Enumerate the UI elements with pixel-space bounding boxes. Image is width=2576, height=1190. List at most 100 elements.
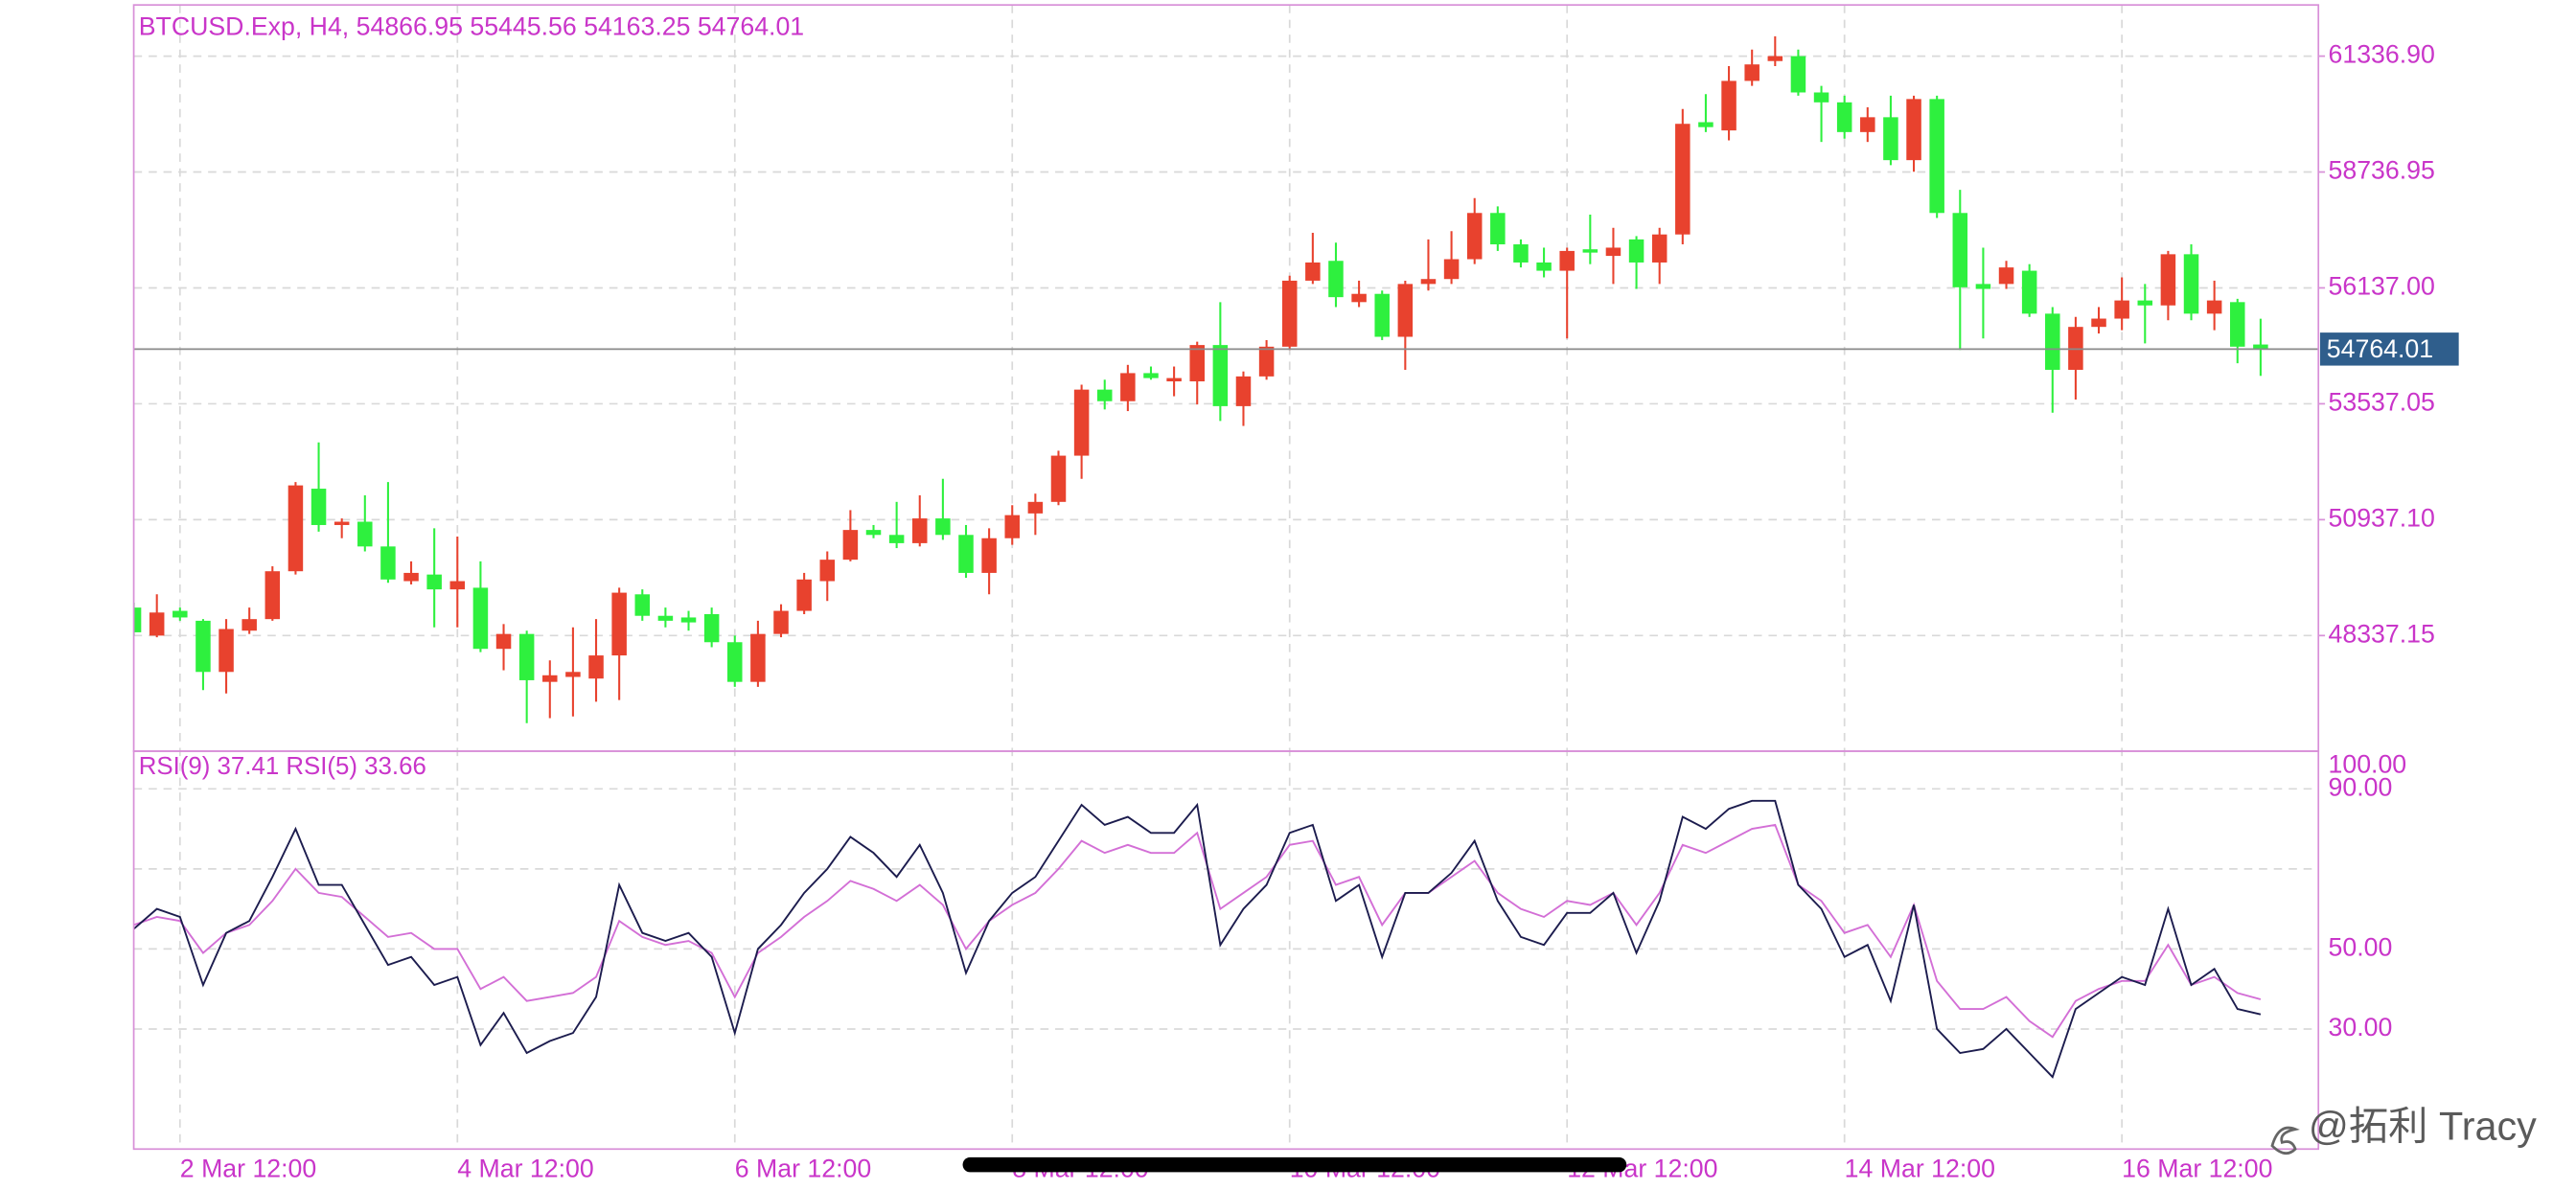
candle-body [1212, 345, 1229, 406]
candle-body [426, 574, 442, 590]
candle-body [2021, 270, 2037, 314]
x-tick-label: 2 Mar 12:00 [180, 1155, 316, 1183]
candle-body [2253, 344, 2268, 350]
candle-body [149, 612, 165, 636]
candle-body [1767, 56, 1783, 61]
candle-body [680, 617, 697, 623]
y-tick-label: 50.00 [2329, 932, 2393, 961]
home-indicator [962, 1156, 1627, 1173]
y-tick-label: 100.00 [2329, 750, 2407, 779]
candle-body [842, 530, 859, 561]
candle-body [2045, 313, 2060, 370]
watermark-logo [2270, 1126, 2300, 1156]
candle-body [1420, 279, 1437, 285]
candle-body [518, 633, 535, 680]
candle-body [1998, 267, 2014, 285]
candle-body [1559, 250, 1575, 271]
rsi-line [133, 823, 2262, 1039]
candles [133, 35, 2268, 723]
candle-body [242, 619, 257, 631]
candle-body [1513, 244, 1529, 263]
candle-body [1651, 234, 1668, 263]
candle-body [449, 581, 466, 590]
candle-body [1698, 122, 1714, 127]
candle-body [1675, 124, 1690, 235]
candle-body [1004, 515, 1020, 538]
candle-body [1143, 373, 1159, 378]
y-tick-label: 56137.00 [2329, 272, 2435, 301]
last-close: 54764.01 [698, 11, 804, 40]
y-tick-label: 61336.90 [2329, 40, 2435, 69]
candle-body [796, 579, 812, 611]
candle-body [472, 587, 489, 650]
candle-body [380, 546, 396, 580]
main-header: BTCUSD.Exp, H4, 54866.95 55445.56 54163.… [139, 11, 804, 40]
y-tick-label: 30.00 [2329, 1013, 2393, 1041]
candle-body [1096, 389, 1113, 401]
candle-body [310, 489, 327, 525]
candle-body [865, 530, 882, 536]
x-tick-label: 6 Mar 12:00 [735, 1155, 871, 1183]
candle-body [2160, 254, 2176, 306]
candle-body [1929, 99, 1944, 214]
candle-body [1952, 213, 1968, 287]
candle-body [264, 571, 281, 620]
candle-body [819, 560, 836, 582]
candle-body [1790, 56, 1806, 93]
x-tick-label: 16 Mar 12:00 [2122, 1155, 2272, 1183]
candle-body [1281, 280, 1298, 347]
candle-body [1883, 117, 1898, 161]
candle-body [1351, 293, 1367, 303]
candle-body [133, 607, 142, 632]
plot-area: 2 Mar 12:004 Mar 12:006 Mar 12:008 Mar 1… [133, 5, 2459, 1183]
candle-body [657, 615, 674, 621]
candle-body [1050, 455, 1067, 502]
candle-body [750, 633, 766, 682]
watermark: @拓利 Tracy [2309, 1105, 2537, 1149]
candle-body [1189, 345, 1205, 382]
candle-body [634, 594, 651, 616]
candle-body [2230, 302, 2245, 347]
y-tick-label: 58736.95 [2329, 156, 2435, 185]
last-high: 55445.56 [470, 11, 576, 40]
candle-body [1721, 80, 1736, 131]
candle-body [1166, 378, 1182, 382]
candle-body [1235, 376, 1252, 406]
candle-body [1906, 99, 1921, 161]
candle-body [1490, 213, 1506, 245]
candle-body [542, 675, 558, 682]
y-tick-label: 48337.15 [2329, 619, 2435, 648]
legend-name: RSI(9) [139, 753, 211, 780]
candle-body [958, 535, 974, 573]
candle-body [218, 629, 234, 673]
candle-body [1258, 346, 1275, 377]
candle-body [2091, 318, 2106, 328]
legend-value: 33.66 [364, 753, 426, 780]
candle-body [935, 518, 951, 536]
candle-body [2114, 300, 2129, 319]
y-tick-label: 90.00 [2329, 772, 2393, 801]
candle-body [1374, 293, 1390, 337]
candle-body [2137, 300, 2153, 306]
candle-body [172, 610, 188, 618]
candle-body [565, 672, 581, 677]
candle-body [196, 620, 211, 673]
candle-body [773, 610, 789, 634]
candle-body [1582, 249, 1598, 253]
candle-body [888, 535, 905, 543]
y-tick-label: 53537.05 [2329, 387, 2435, 416]
candle-body [403, 572, 419, 582]
legend-value: 37.41 [218, 753, 280, 780]
candle-body [703, 614, 720, 643]
candle-body [334, 521, 350, 525]
candle-body [1328, 261, 1344, 298]
rsi-lines [133, 799, 2262, 1079]
candle-body [1836, 102, 1852, 132]
candle-body [1120, 373, 1136, 401]
legend-name: RSI(5) [286, 753, 357, 780]
candle-body [588, 655, 604, 679]
candle-body [611, 592, 627, 656]
